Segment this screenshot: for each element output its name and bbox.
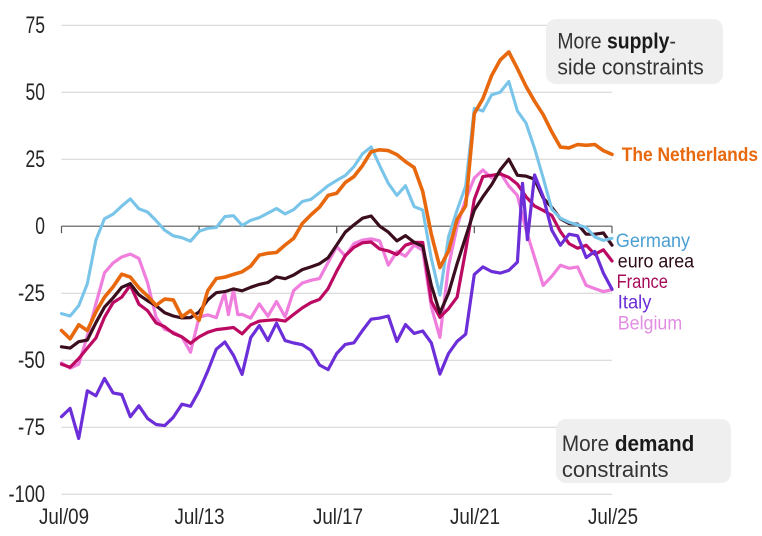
svg-text:constraints: constraints <box>562 457 669 482</box>
svg-text:Jul/21: Jul/21 <box>450 504 500 529</box>
svg-text:side constraints: side constraints <box>557 54 703 79</box>
svg-text:The Netherlands: The Netherlands <box>622 145 758 166</box>
svg-text:Italy: Italy <box>618 292 652 313</box>
svg-text:Germany: Germany <box>616 231 691 252</box>
svg-text:Jul/25: Jul/25 <box>588 504 638 529</box>
svg-text:50: 50 <box>26 79 46 106</box>
svg-text:Jul/09: Jul/09 <box>39 504 89 529</box>
svg-text:-25: -25 <box>18 280 45 307</box>
svg-text:Jul/17: Jul/17 <box>313 504 363 529</box>
svg-text:France: France <box>617 272 668 293</box>
svg-text:25: 25 <box>26 146 46 173</box>
svg-text:0: 0 <box>35 213 45 240</box>
svg-text:euro area: euro area <box>618 251 695 272</box>
svg-text:More supply-: More supply- <box>557 29 676 54</box>
svg-text:-50: -50 <box>18 347 45 374</box>
svg-text:More demand: More demand <box>562 431 694 456</box>
svg-text:-75: -75 <box>18 414 45 441</box>
svg-text:-100: -100 <box>9 481 46 508</box>
svg-text:75: 75 <box>26 12 46 39</box>
svg-text:Belgium: Belgium <box>618 313 682 334</box>
svg-text:Jul/13: Jul/13 <box>175 504 225 529</box>
